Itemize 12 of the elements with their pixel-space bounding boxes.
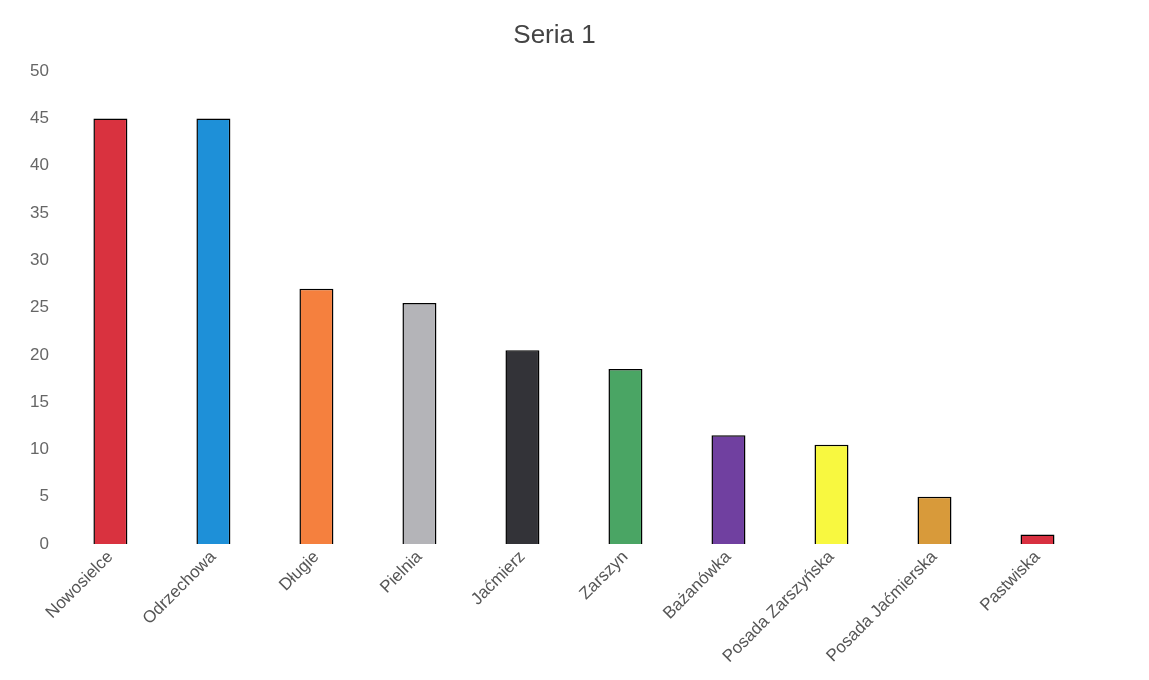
y-tick-label: 40 [29, 155, 49, 175]
y-tick-label: 20 [29, 344, 49, 364]
y-tick-label: 35 [29, 202, 49, 222]
y-tick-label: 25 [29, 297, 49, 317]
y-tick-label: 50 [29, 60, 49, 80]
y-tick-label: 15 [29, 391, 49, 411]
y-tick-label: 45 [29, 108, 49, 128]
y-tick-label: 0 [39, 533, 49, 553]
chart-title: Seria 1 [513, 18, 596, 49]
y-tick-label: 10 [29, 439, 49, 459]
y-tick-label: 30 [29, 250, 49, 270]
y-tick-label: 5 [39, 486, 49, 506]
